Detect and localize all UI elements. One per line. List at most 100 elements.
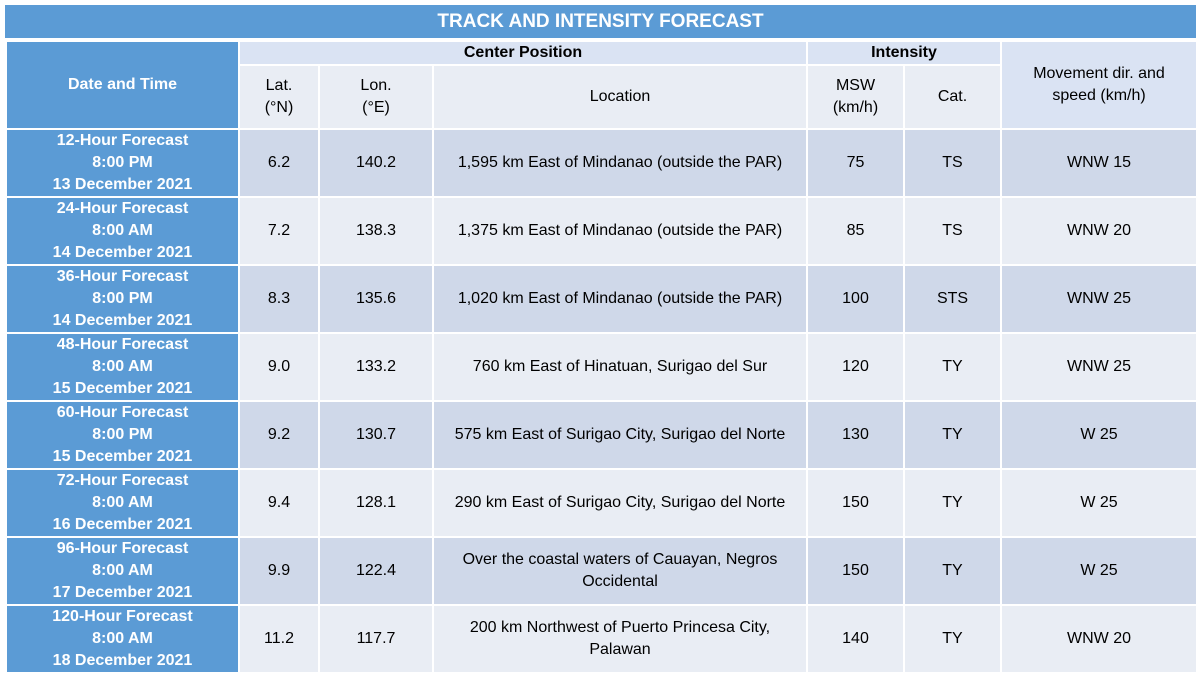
date-line: 8:00 AM [92, 630, 153, 647]
date-line: 8:00 AM [92, 562, 153, 579]
header-center: Center Position [238, 40, 808, 66]
date-line: 60-Hour Forecast [56, 404, 189, 421]
date-cell: 24-Hour Forecast 8:00 AM 14 December 2021 [5, 196, 240, 266]
movement-cell: W 25 [1000, 400, 1199, 470]
date-line: 48-Hour Forecast [56, 336, 189, 353]
msw-cell: 85 [806, 196, 905, 266]
lat-cell: 7.2 [238, 196, 320, 266]
lat-cell: 9.9 [238, 536, 320, 606]
date-line: 16 December 2021 [52, 516, 193, 533]
location-cell: 575 km East of Surigao City, Surigao del… [432, 400, 808, 470]
table-body: 12-Hour Forecast 8:00 PM 13 December 2021 6… [5, 128, 1199, 674]
location-cell: Over the coastal waters of Cauayan, Negr… [432, 536, 808, 606]
table-row: 60-Hour Forecast 8:00 PM 15 December 2021 9… [5, 400, 1199, 470]
date-line: 24-Hour Forecast [56, 200, 189, 217]
lon-cell: 133.2 [318, 332, 434, 402]
location-cell: 1,020 km East of Mindanao (outside the P… [432, 264, 808, 334]
header-intensity: Intensity [805, 40, 1003, 66]
movement-cell: WNW 25 [1000, 332, 1199, 402]
movement-cell: W 25 [1000, 536, 1199, 606]
date-line: 8:00 PM [92, 426, 153, 443]
date-line: 96-Hour Forecast [56, 540, 189, 557]
date-line: 72-Hour Forecast [56, 472, 189, 489]
location-cell: 760 km East of Hinatuan, Surigao del Sur [432, 332, 808, 402]
cat-cell: TS [902, 128, 1003, 198]
date-line: 17 December 2021 [52, 584, 193, 601]
msw-cell: 140 [806, 604, 905, 674]
table-row: 120-Hour Forecast 8:00 AM 18 December 2021… [5, 604, 1199, 674]
msw-cell: 130 [806, 400, 905, 470]
date-cell: 12-Hour Forecast 8:00 PM 13 December 2021 [5, 128, 240, 198]
date-cell: 120-Hour Forecast 8:00 AM 18 December 2021 [5, 604, 240, 674]
movement-cell: WNW 20 [1000, 196, 1199, 266]
date-line: 15 December 2021 [52, 380, 193, 397]
header-text: Lon. (°E) [360, 77, 392, 116]
lon-cell: 128.1 [318, 468, 434, 538]
date-cell: 60-Hour Forecast 8:00 PM 15 December 2021 [5, 400, 240, 470]
lon-cell: 130.7 [318, 400, 434, 470]
cat-cell: STS [902, 264, 1003, 334]
lon-cell: 138.3 [318, 196, 434, 266]
lat-cell: 6.2 [238, 128, 320, 198]
lon-cell: 117.7 [318, 604, 434, 674]
header-text: Lat. (°N) [264, 77, 294, 116]
date-cell: 36-Hour Forecast 8:00 PM 14 December 2021 [5, 264, 240, 334]
date-cell: 96-Hour Forecast 8:00 AM 17 December 2021 [5, 536, 240, 606]
msw-cell: 120 [806, 332, 905, 402]
location-cell: 1,595 km East of Mindanao (outside the P… [432, 128, 808, 198]
date-line: 36-Hour Forecast [56, 268, 189, 285]
lon-cell: 135.6 [318, 264, 434, 334]
lat-cell: 9.0 [238, 332, 320, 402]
location-cell: 290 km East of Surigao City, Surigao del… [432, 468, 808, 538]
date-line: 18 December 2021 [52, 652, 193, 669]
table-row: 48-Hour Forecast 8:00 AM 15 December 2021 9… [5, 332, 1199, 402]
header-date: Date and Time [5, 40, 240, 130]
cat-cell: TY [902, 332, 1003, 402]
table-row: 72-Hour Forecast 8:00 AM 16 December 2021 9… [5, 468, 1199, 538]
movement-cell: WNW 15 [1000, 128, 1199, 198]
date-line: 8:00 AM [92, 494, 153, 511]
date-line: 8:00 PM [92, 154, 153, 171]
movement-cell: WNW 20 [1000, 604, 1199, 674]
lat-cell: 8.3 [238, 264, 320, 334]
date-line: 8:00 PM [92, 290, 153, 307]
lon-cell: 140.2 [318, 128, 434, 198]
movement-cell: WNW 25 [1000, 264, 1199, 334]
cat-cell: TY [902, 468, 1003, 538]
table-row: 12-Hour Forecast 8:00 PM 13 December 2021 6… [5, 128, 1199, 198]
date-line: 13 December 2021 [52, 176, 193, 193]
table-row: 96-Hour Forecast 8:00 AM 17 December 2021 9… [5, 536, 1199, 606]
cat-cell: TY [902, 400, 1003, 470]
date-cell: 72-Hour Forecast 8:00 AM 16 December 2021 [5, 468, 240, 538]
cat-cell: TS [902, 196, 1003, 266]
date-line: 12-Hour Forecast [56, 132, 189, 149]
date-line: 8:00 AM [92, 358, 153, 375]
msw-cell: 75 [806, 128, 905, 198]
location-cell: 200 km Northwest of Puerto Princesa City… [432, 604, 808, 674]
header-msw: MSW (km/h) [806, 64, 905, 130]
header-cat: Cat. [902, 64, 1003, 130]
table-row: 36-Hour Forecast 8:00 PM 14 December 2021 8… [5, 264, 1199, 334]
header-movement: Movement dir. and speed (km/h) [1000, 40, 1199, 130]
title: TRACK AND INTENSITY FORECAST [5, 5, 1196, 38]
date-line: 15 December 2021 [52, 448, 193, 465]
lon-cell: 122.4 [318, 536, 434, 606]
header-lat: Lat. (°N) [238, 64, 320, 130]
lat-cell: 11.2 [238, 604, 320, 674]
cat-cell: TY [902, 536, 1003, 606]
cat-cell: TY [902, 604, 1003, 674]
header-text: Movement dir. and speed (km/h) [1033, 65, 1165, 104]
date-line: 14 December 2021 [52, 244, 193, 261]
date-cell: 48-Hour Forecast 8:00 AM 15 December 2021 [5, 332, 240, 402]
location-cell: 1,375 km East of Mindanao (outside the P… [432, 196, 808, 266]
header-location: Location [432, 64, 808, 130]
date-line: 14 December 2021 [52, 312, 193, 329]
msw-cell: 150 [806, 536, 905, 606]
lat-cell: 9.2 [238, 400, 320, 470]
date-line: 8:00 AM [92, 222, 153, 239]
table-row: 24-Hour Forecast 8:00 AM 14 December 2021 7… [5, 196, 1199, 266]
header-lon: Lon. (°E) [318, 64, 434, 130]
movement-cell: W 25 [1000, 468, 1199, 538]
date-line: 120-Hour Forecast [52, 608, 193, 625]
